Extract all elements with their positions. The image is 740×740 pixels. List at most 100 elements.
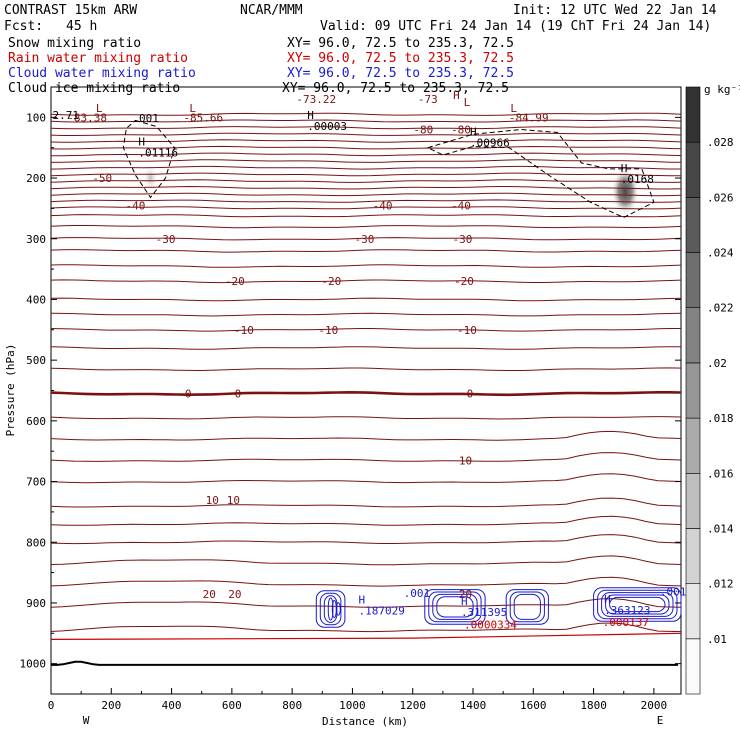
- field-name-cloud-ice: Cloud ice mixing ratio: [8, 81, 180, 96]
- colorbar-units: g kg⁻¹: [704, 83, 740, 96]
- colorbar-bin-8: [685, 252, 701, 309]
- cloud-ice-shade-2: [611, 167, 640, 216]
- isotherm-label-24: 10: [459, 454, 472, 467]
- isotherm-line-13: [50, 192, 682, 197]
- field-xy-cloud-water: XY= 96.0, 72.5 to 235.3, 72.5: [287, 66, 514, 81]
- x-tick-label-8: 1400: [460, 699, 487, 712]
- colorbar-label-8: .024: [707, 247, 734, 260]
- isotherm-label-9: -40: [125, 199, 145, 212]
- org-label: NCAR/MMM: [240, 3, 303, 18]
- y-axis-label: Pressure (hPa): [4, 344, 17, 437]
- colorbar-bin-2: [685, 583, 701, 640]
- isotherm-line-38: [50, 622, 682, 633]
- colorbar-bin-10: [685, 141, 701, 198]
- isotherm-label-14: -30: [453, 233, 473, 246]
- isotherm-label-18: -10: [234, 324, 254, 337]
- isotherm-label-1: -83.38: [67, 111, 107, 124]
- valid-time: Valid: 09 UTC Fri 24 Jan 14 (19 ChT Fri …: [320, 19, 711, 34]
- maximum-value-3: .01116: [138, 146, 178, 159]
- colorbar-bin-5: [685, 417, 701, 474]
- isotherm-line-25: [50, 346, 681, 350]
- rain-label-1: .0000334: [464, 618, 517, 631]
- y-tick-label-9: 900: [26, 597, 46, 610]
- isotherm-label-29: 20: [459, 588, 472, 601]
- model-title: CONTRAST 15km ARW: [4, 3, 137, 18]
- isotherm-line-18: [50, 237, 682, 241]
- x-tick-label-3: 400: [162, 699, 182, 712]
- point-label-1: 2.71: [53, 109, 79, 122]
- x-tick-label-5: 800: [282, 699, 302, 712]
- cloud-water-contour-2-2: [428, 591, 482, 623]
- maximum-marker-3: H: [138, 135, 145, 148]
- cloud-water-contour-4-1: [593, 587, 682, 622]
- cloud-water-contour-4-5: [609, 596, 666, 613]
- extremum-marker-4: H: [453, 89, 460, 102]
- isotherm-label-26: 10: [227, 494, 240, 507]
- colorbar-label-7: .022: [707, 302, 734, 315]
- isotherm-line-5: [50, 139, 682, 143]
- isotherm-line-14: [50, 199, 682, 203]
- isotherm-line-17: [50, 225, 682, 229]
- cloud-ice-contour-2: [426, 128, 655, 219]
- colorbar-bin-7: [685, 307, 701, 364]
- x-tick-label-11: 2000: [641, 699, 668, 712]
- isotherm-label-21: 0: [185, 388, 192, 401]
- isotherm-line-21: [50, 279, 682, 284]
- cloud-water-contour-1-3: [323, 595, 338, 623]
- isotherm-line-11: [50, 179, 682, 183]
- y-tick-label-6: 600: [26, 415, 46, 428]
- isotherm-line-22: [50, 297, 682, 302]
- isotherm-line-24: [50, 328, 681, 332]
- terrain-line: [51, 660, 678, 666]
- isotherm-label-27: 20: [203, 588, 216, 601]
- y-tick-label-3: 300: [26, 233, 46, 246]
- cloud-ice-contour-1: [122, 119, 176, 199]
- x-tick-label-2: 200: [101, 699, 121, 712]
- maximum-value-6: .0168: [621, 173, 654, 186]
- isotherm-label-8: -50: [92, 172, 112, 185]
- cloud-water-contour-3-1: [505, 589, 549, 625]
- isotherm-line-1: [50, 112, 682, 116]
- extremum-marker-3: L: [510, 102, 517, 115]
- isotherm-line-19: [50, 249, 682, 253]
- maximum-value-7: .187029: [358, 605, 404, 618]
- isotherm-line-23: [50, 312, 682, 317]
- maximum-value-5: .00966: [470, 137, 510, 150]
- isotherm-line-35: [50, 555, 682, 566]
- isotherm-label-16: -20: [321, 275, 341, 288]
- east-label: E: [657, 714, 664, 727]
- maximum-marker-5: H: [470, 126, 477, 139]
- y-tick-label-1: 100: [26, 111, 46, 124]
- colorbar-bin-9: [685, 197, 701, 253]
- extremum-marker-1: L: [96, 102, 103, 115]
- isotherm-label-4: -73: [418, 93, 438, 106]
- isotherm-label-3: -73.22: [296, 93, 336, 106]
- colorbar-bin-1: [685, 638, 701, 695]
- plot-layer: -83.38 -85.66 -73.22 -73 -80 -80 -84.99 -50 -40 -…: [20, 86, 687, 712]
- x-tick-label-4: 600: [222, 699, 242, 712]
- isotherm-label-5: -80: [413, 123, 433, 136]
- isotherm-label-11: -40: [451, 199, 471, 212]
- isotherm-line-26: [50, 367, 682, 372]
- extremum-marker-2: L: [189, 102, 196, 115]
- cloud-water-contour-3-2: [509, 591, 545, 623]
- isotherm-line-30: [50, 452, 682, 462]
- field-name-snow: Snow mixing ratio: [8, 36, 141, 51]
- isotherm-label-17: -20: [454, 275, 474, 288]
- rain-label-2: .000137: [603, 616, 649, 629]
- field-xy-snow: XY= 96.0, 72.5 to 235.3, 72.5: [287, 36, 514, 51]
- isotherm-line-3: [50, 126, 682, 130]
- point-label-2: .001: [132, 112, 159, 125]
- cloud-water-contour-4-2: [597, 589, 678, 620]
- cloud-ice-shade-1: [142, 164, 159, 193]
- field-name-rain: Rain water mixing ratio: [8, 51, 188, 66]
- isotherm-line-27: [50, 390, 682, 397]
- maximum-value-4: .00003: [307, 120, 347, 133]
- y-tick-label-10: 1000: [20, 658, 47, 671]
- cloud-water-label-2: .001: [660, 586, 687, 599]
- colorbar-label-6: .02: [707, 357, 727, 370]
- isotherm-line-33: [50, 515, 682, 526]
- isotherm-line-34: [50, 534, 682, 545]
- cloud-water-contour-1-4: [327, 597, 334, 621]
